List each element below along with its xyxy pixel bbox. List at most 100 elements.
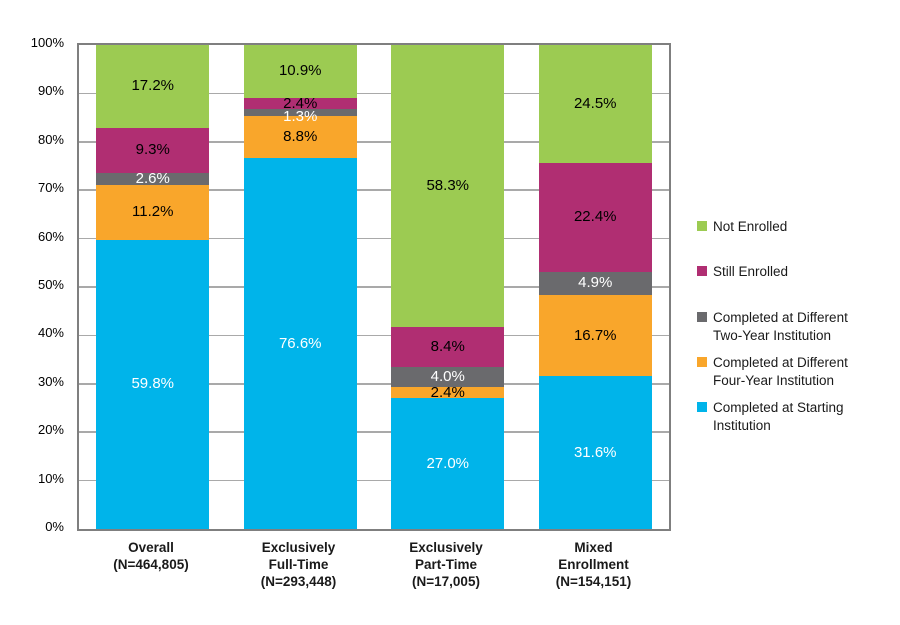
bar-overall-n-464-805: 17.2% 9.3% 2.6% 11.2% 59.8% xyxy=(96,45,210,529)
x-category-line: (N=17,005) xyxy=(412,574,480,589)
value-label: 2.4% xyxy=(430,383,465,401)
gridline xyxy=(79,286,669,288)
gridline xyxy=(79,479,669,482)
segment-completed-at-different-four-year-institution xyxy=(243,115,357,159)
x-category-line: (N=464,805) xyxy=(113,557,189,572)
gridline xyxy=(79,189,669,191)
y-tick-label: 30% xyxy=(37,373,64,389)
legend-item-completed-at-starting-institution: Completed at Starting Institution xyxy=(697,399,844,435)
value-label: 1.3% xyxy=(283,107,318,125)
segment-completed-at-starting-institution xyxy=(538,376,652,529)
value-label: 27.0% xyxy=(426,454,470,472)
value-label: 16.7% xyxy=(573,326,617,344)
x-category-line: Full-Time xyxy=(268,557,329,572)
segment-completed-at-starting-institution xyxy=(391,398,505,529)
segment-completed-at-different-four-year-institution xyxy=(96,185,210,240)
y-tick-label: 10% xyxy=(37,470,64,486)
bar-mixedenrollment: 24.5% 22.4% 4.9% 16.7% 31.6% xyxy=(538,45,652,529)
value-label: 10.9% xyxy=(278,62,322,80)
value-label: 59.8% xyxy=(131,375,175,393)
legend-marker-not-enrolled xyxy=(697,221,707,231)
x-category-label: Overall (N=464,805) xyxy=(77,539,225,573)
legend-label: Completed at Different Two-Year Instituti… xyxy=(713,309,848,345)
bar-exclusivelypart-time: 58.3% 8.4% 4.0% 2.4% 27.0% xyxy=(391,45,505,529)
segment-not-enrolled xyxy=(538,45,652,164)
value-label: 31.6% xyxy=(573,443,617,461)
value-label: 24.5% xyxy=(573,94,617,112)
y-tick-label: 60% xyxy=(37,228,64,244)
x-category-line: (N=154,151) xyxy=(555,574,632,589)
y-tick-label: 0% xyxy=(45,519,64,534)
value-label: 8.8% xyxy=(283,127,318,145)
value-label: 2.4% xyxy=(283,94,318,112)
segment-still-enrolled xyxy=(538,163,652,272)
gridline xyxy=(79,383,669,385)
gridline xyxy=(79,334,669,337)
legend-label-line: Completed at Starting xyxy=(713,400,844,415)
legend-item-not-enrolled: Not Enrolled xyxy=(697,218,787,236)
segment-completed-at-different-four-year-institution xyxy=(391,386,505,399)
segment-not-enrolled xyxy=(96,45,210,128)
legend-label-line: Four-Year Institution xyxy=(713,373,835,388)
value-label: 4.0% xyxy=(430,368,465,386)
legend-label: Still Enrolled xyxy=(713,263,788,281)
x-category-line: Mixed xyxy=(574,540,613,555)
x-category-line: Part-Time xyxy=(414,557,478,572)
segment-completed-at-different-two-year-institution xyxy=(243,109,357,116)
legend-label-line: Completed at Different xyxy=(713,310,848,325)
y-tick-label: 80% xyxy=(37,131,64,147)
segment-completed-at-starting-institution xyxy=(96,239,210,529)
segment-completed-at-starting-institution xyxy=(243,158,357,529)
x-category-line: Exclusively xyxy=(409,540,483,555)
legend-marker-still-enrolled xyxy=(697,266,707,276)
segment-still-enrolled xyxy=(96,127,210,173)
legend-item-still-enrolled: Still Enrolled xyxy=(697,263,788,281)
segment-still-enrolled xyxy=(391,326,505,368)
value-label: 9.3% xyxy=(135,141,170,159)
gridline xyxy=(79,237,669,240)
legend-label-line: Still Enrolled xyxy=(713,264,789,279)
x-category-label: Exclusively Full-Time (N=293,448) xyxy=(225,539,373,590)
legend-label-line: Not Enrolled xyxy=(713,219,788,234)
value-label: 8.4% xyxy=(430,338,465,356)
segment-completed-at-different-two-year-institution xyxy=(391,367,505,387)
x-category-label: Mixed Enrollment (N=154,151) xyxy=(520,539,668,590)
legend-label-line: Two-Year Institution xyxy=(713,328,832,343)
segment-completed-at-different-four-year-institution xyxy=(538,295,652,377)
legend-marker-completed-at-starting-institution xyxy=(697,402,707,412)
legend-label: Not Enrolled xyxy=(713,218,787,236)
value-label: 58.3% xyxy=(426,176,470,194)
y-tick-label: 70% xyxy=(37,180,64,196)
legend-marker-completed-at-different-four-year-institution xyxy=(697,357,707,367)
y-tick-label: 90% xyxy=(37,83,64,99)
legend-label-line: Institution xyxy=(713,418,771,433)
legend-marker-completed-at-different-two-year-institution xyxy=(697,312,707,322)
x-category-line: Exclusively xyxy=(261,540,336,555)
value-label: 17.2% xyxy=(131,77,175,95)
plot-area: 17.2% 9.3% 2.6% 11.2% 59.8% 10.9% 2.4% 1.3% 8.8%… xyxy=(77,43,671,531)
y-tick-label: 20% xyxy=(37,422,64,438)
legend-item-completed-at-different-two-year-institution: Completed at Different Two-Year Instituti… xyxy=(697,309,848,345)
x-category-line: Enrollment xyxy=(558,557,629,572)
bar-exclusivelyfull-time: 10.9% 2.4% 1.3% 8.8% 76.6% xyxy=(243,45,357,529)
legend-label: Completed at Different Four-Year Institut… xyxy=(713,354,848,390)
segment-completed-at-different-two-year-institution xyxy=(96,172,210,186)
legend-item-completed-at-different-four-year-institution: Completed at Different Four-Year Institut… xyxy=(697,354,848,390)
x-category-line: Overall xyxy=(128,540,174,555)
segment-still-enrolled xyxy=(243,97,357,110)
segment-not-enrolled xyxy=(391,45,505,327)
legend-label: Completed at Starting Institution xyxy=(713,399,844,435)
gridline xyxy=(79,141,669,143)
y-tick-label: 100% xyxy=(30,35,64,50)
y-tick-label: 50% xyxy=(37,277,64,292)
segment-completed-at-different-two-year-institution xyxy=(538,271,652,296)
value-label: 2.6% xyxy=(135,170,170,188)
gridline xyxy=(79,431,669,433)
value-label: 4.9% xyxy=(578,274,613,292)
x-category-label: Exclusively Part-Time (N=17,005) xyxy=(372,539,520,590)
value-label: 76.6% xyxy=(278,334,322,352)
value-label: 11.2% xyxy=(132,203,174,221)
y-tick-label: 40% xyxy=(37,325,64,341)
legend-label-line: Completed at Different xyxy=(713,355,848,370)
